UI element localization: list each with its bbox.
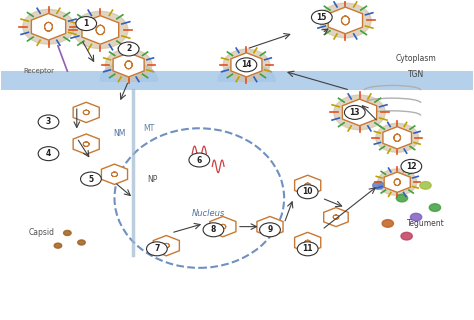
Circle shape	[420, 181, 431, 189]
Polygon shape	[101, 164, 128, 184]
Circle shape	[373, 181, 384, 189]
Polygon shape	[113, 53, 144, 77]
Text: 7: 7	[154, 244, 160, 253]
Circle shape	[189, 153, 210, 167]
Circle shape	[378, 169, 417, 196]
Circle shape	[396, 194, 408, 202]
Circle shape	[223, 49, 270, 81]
Polygon shape	[328, 7, 363, 34]
Circle shape	[236, 58, 257, 72]
Circle shape	[118, 42, 139, 56]
Polygon shape	[384, 172, 410, 192]
Polygon shape	[383, 127, 411, 149]
Polygon shape	[73, 102, 99, 123]
Text: 3: 3	[46, 117, 51, 126]
Circle shape	[23, 10, 74, 44]
Polygon shape	[324, 208, 348, 227]
Polygon shape	[342, 99, 377, 126]
Circle shape	[38, 115, 59, 129]
Polygon shape	[82, 16, 118, 44]
Text: NM: NM	[113, 129, 126, 138]
Circle shape	[146, 242, 167, 256]
Text: 12: 12	[406, 162, 417, 171]
Circle shape	[319, 3, 371, 38]
Circle shape	[376, 124, 419, 152]
Text: Tegument: Tegument	[407, 219, 444, 228]
Text: 5: 5	[88, 174, 93, 184]
Text: 2: 2	[126, 44, 131, 53]
Circle shape	[73, 12, 128, 49]
Circle shape	[260, 223, 280, 237]
FancyBboxPatch shape	[1, 71, 473, 90]
Polygon shape	[295, 232, 321, 252]
Circle shape	[401, 232, 412, 240]
Text: TGN: TGN	[408, 70, 424, 79]
Polygon shape	[295, 175, 321, 196]
Circle shape	[382, 220, 393, 227]
Circle shape	[345, 105, 365, 119]
Circle shape	[429, 204, 440, 212]
Text: 14: 14	[241, 60, 252, 69]
Polygon shape	[210, 216, 236, 237]
Text: 1: 1	[83, 19, 89, 28]
Polygon shape	[73, 134, 99, 154]
Circle shape	[38, 147, 59, 161]
Polygon shape	[257, 216, 283, 237]
Circle shape	[334, 95, 385, 130]
Text: 8: 8	[211, 225, 216, 234]
Text: 15: 15	[317, 13, 327, 22]
Polygon shape	[31, 13, 66, 40]
Circle shape	[78, 240, 85, 245]
Circle shape	[311, 10, 332, 24]
Text: NP: NP	[147, 174, 158, 184]
Text: Receptor: Receptor	[24, 68, 55, 74]
Circle shape	[297, 242, 318, 256]
Circle shape	[297, 185, 318, 199]
Circle shape	[81, 172, 101, 186]
Circle shape	[203, 223, 224, 237]
Circle shape	[76, 17, 97, 31]
Text: Nucleus: Nucleus	[192, 209, 225, 219]
Text: 9: 9	[267, 225, 273, 234]
Circle shape	[401, 159, 422, 173]
Polygon shape	[231, 53, 262, 77]
Text: Capsid: Capsid	[28, 228, 55, 237]
Circle shape	[105, 49, 152, 81]
Text: 6: 6	[197, 156, 202, 164]
Text: 4: 4	[46, 149, 51, 158]
Circle shape	[410, 213, 422, 221]
Circle shape	[54, 243, 62, 248]
Text: Cytoplasm: Cytoplasm	[396, 54, 437, 63]
Circle shape	[64, 230, 71, 236]
Text: 11: 11	[302, 244, 313, 253]
Text: MT: MT	[143, 124, 154, 133]
Polygon shape	[153, 236, 179, 256]
Text: 10: 10	[302, 187, 313, 196]
Text: 13: 13	[349, 108, 360, 117]
